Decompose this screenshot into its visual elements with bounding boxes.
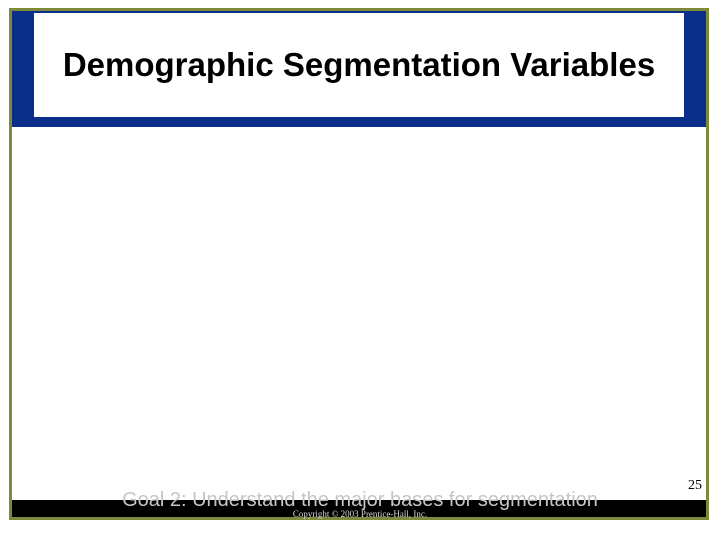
slide: Demographic Segmentation Variables Goal … <box>0 0 720 540</box>
slide-title: Demographic Segmentation Variables <box>63 46 655 85</box>
title-box: Demographic Segmentation Variables <box>34 13 684 117</box>
copyright-text: Copyright © 2003 Prentice-Hall, Inc. <box>0 509 720 519</box>
page-number: 25 <box>688 478 702 494</box>
